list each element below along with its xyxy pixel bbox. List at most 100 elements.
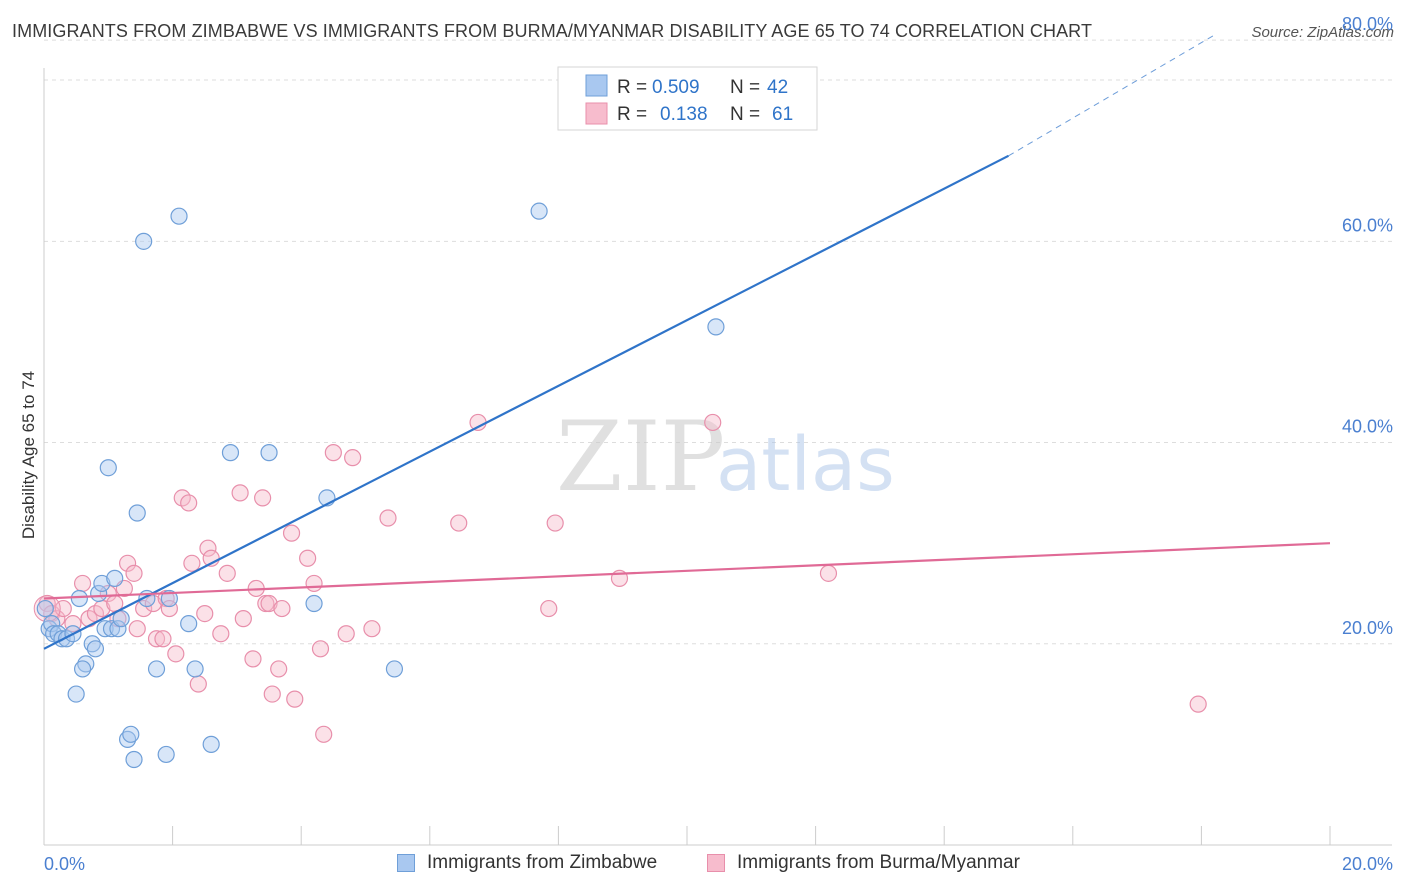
- data-point-burma[interactable]: [189, 675, 207, 693]
- data-point-burma[interactable]: [125, 564, 143, 582]
- data-point-burma[interactable]: [305, 574, 323, 593]
- data-point-zimbabwe[interactable]: [83, 635, 101, 653]
- data-point-burma[interactable]: [299, 549, 317, 567]
- data-point-burma[interactable]: [282, 524, 301, 542]
- data-point-zimbabwe[interactable]: [86, 640, 105, 658]
- data-point-burma[interactable]: [218, 564, 236, 582]
- data-point-burma[interactable]: [160, 599, 178, 618]
- data-point-zimbabwe[interactable]: [70, 589, 88, 608]
- data-point-burma[interactable]: [1189, 695, 1207, 713]
- data-point-burma[interactable]: [311, 640, 330, 658]
- data-point-burma[interactable]: [344, 449, 362, 467]
- legend-label-zimbabwe: Immigrants from Zimbabwe: [427, 852, 658, 873]
- data-point-zimbabwe[interactable]: [128, 504, 146, 522]
- watermark-atlas: atlas: [716, 422, 895, 508]
- data-point-burma[interactable]: [337, 625, 355, 643]
- data-point-burma[interactable]: [118, 554, 137, 572]
- data-point-burma[interactable]: [450, 514, 468, 532]
- data-point-zimbabwe[interactable]: [122, 725, 140, 743]
- data-point-burma[interactable]: [260, 594, 278, 613]
- data-point-zimbabwe[interactable]: [90, 584, 108, 603]
- data-point-burma[interactable]: [99, 584, 117, 603]
- data-point-zimbabwe[interactable]: [106, 569, 124, 587]
- data-point-zimbabwe[interactable]: [73, 660, 92, 678]
- data-point-zimbabwe[interactable]: [135, 232, 153, 250]
- trend-extension-zimbabwe: [1008, 34, 1215, 157]
- data-point-burma[interactable]: [167, 645, 185, 663]
- data-point-zimbabwe[interactable]: [93, 574, 111, 593]
- legend-item-burma[interactable]: Immigrants from Burma/Myanmar: [707, 852, 1020, 874]
- data-point-zimbabwe[interactable]: [125, 750, 143, 769]
- data-point-zimbabwe[interactable]: [96, 620, 114, 638]
- data-point-zimbabwe[interactable]: [45, 625, 63, 643]
- data-point-zimbabwe[interactable]: [67, 685, 85, 703]
- legend-swatch-burma: [585, 102, 608, 125]
- x-tick-label: 20.0%: [1342, 854, 1393, 874]
- data-point-zimbabwe[interactable]: [385, 660, 404, 678]
- y-axis-label: Disability Age 65 to 74: [19, 371, 38, 539]
- data-point-zimbabwe[interactable]: [221, 444, 240, 462]
- legend-n-label-burma: N =: [730, 104, 760, 125]
- data-point-zimbabwe[interactable]: [147, 660, 166, 678]
- data-point-burma[interactable]: [819, 564, 838, 582]
- data-point-zimbabwe[interactable]: [112, 610, 130, 628]
- data-point-zimbabwe[interactable]: [530, 202, 548, 220]
- gridlines: [44, 39, 1392, 645]
- data-point-burma[interactable]: [324, 444, 342, 462]
- data-point-burma[interactable]: [180, 494, 198, 512]
- data-point-zimbabwe[interactable]: [180, 615, 198, 633]
- data-point-zimbabwe[interactable]: [160, 589, 178, 608]
- data-point-burma[interactable]: [363, 620, 381, 638]
- legend-r-value-burma: 0.138: [660, 104, 708, 125]
- data-point-zimbabwe[interactable]: [186, 660, 204, 678]
- data-point-burma[interactable]: [128, 620, 146, 638]
- data-point-burma[interactable]: [379, 509, 397, 527]
- data-point-burma[interactable]: [135, 599, 153, 618]
- data-point-burma[interactable]: [244, 650, 262, 668]
- y-tick-label: 60.0%: [1342, 215, 1393, 235]
- data-point-zimbabwe[interactable]: [202, 735, 220, 753]
- data-point-zimbabwe[interactable]: [157, 745, 175, 764]
- data-point-burma[interactable]: [73, 574, 92, 593]
- data-point-zimbabwe[interactable]: [260, 444, 278, 462]
- data-point-burma[interactable]: [196, 604, 214, 623]
- data-point-burma[interactable]: [540, 599, 558, 618]
- data-point-zimbabwe[interactable]: [170, 207, 188, 225]
- data-point-burma[interactable]: [273, 599, 291, 618]
- data-point-burma[interactable]: [315, 725, 333, 743]
- data-point-burma[interactable]: [231, 484, 249, 502]
- data-point-zimbabwe[interactable]: [109, 620, 127, 638]
- series-legend: Immigrants from Zimbabwe Immigrants from…: [0, 850, 1406, 880]
- data-point-zimbabwe[interactable]: [77, 655, 95, 673]
- trend-lines: [43, 34, 1331, 650]
- legend-r-label-zimbabwe: R =: [617, 77, 647, 98]
- data-point-zimbabwe[interactable]: [36, 599, 54, 618]
- data-point-burma[interactable]: [234, 610, 252, 628]
- data-point-burma[interactable]: [286, 690, 304, 708]
- legend-item-zimbabwe[interactable]: Immigrants from Zimbabwe: [397, 852, 657, 874]
- data-point-burma[interactable]: [546, 514, 564, 532]
- data-point-burma[interactable]: [183, 554, 201, 572]
- legend-label-burma: Immigrants from Burma/Myanmar: [737, 852, 1020, 873]
- watermark: ZIP atlas: [556, 401, 895, 513]
- data-point-zimbabwe[interactable]: [99, 459, 117, 477]
- y-tick-label: 20.0%: [1342, 618, 1393, 638]
- data-point-zimbabwe[interactable]: [305, 594, 323, 613]
- data-point-burma[interactable]: [154, 630, 172, 648]
- data-point-burma[interactable]: [199, 539, 217, 557]
- series-zimbabwe-points: [36, 202, 725, 769]
- data-point-burma[interactable]: [212, 625, 230, 643]
- stats-legend: R = 0.509 N = 42 R = 0.138 N = 61: [557, 66, 818, 131]
- data-point-zimbabwe[interactable]: [707, 318, 725, 336]
- data-point-zimbabwe[interactable]: [118, 730, 137, 748]
- data-point-burma[interactable]: [64, 615, 82, 633]
- data-point-burma[interactable]: [263, 685, 281, 703]
- data-point-burma[interactable]: [147, 630, 166, 648]
- legend-n-value-zimbabwe: 42: [767, 77, 788, 98]
- data-point-burma[interactable]: [270, 660, 288, 678]
- data-point-burma[interactable]: [254, 489, 272, 507]
- data-point-burma[interactable]: [704, 413, 722, 432]
- axes: [43, 68, 1392, 846]
- tick-labels: 20.0% 40.0% 60.0% 80.0% 0.0% 20.0%: [44, 14, 1393, 874]
